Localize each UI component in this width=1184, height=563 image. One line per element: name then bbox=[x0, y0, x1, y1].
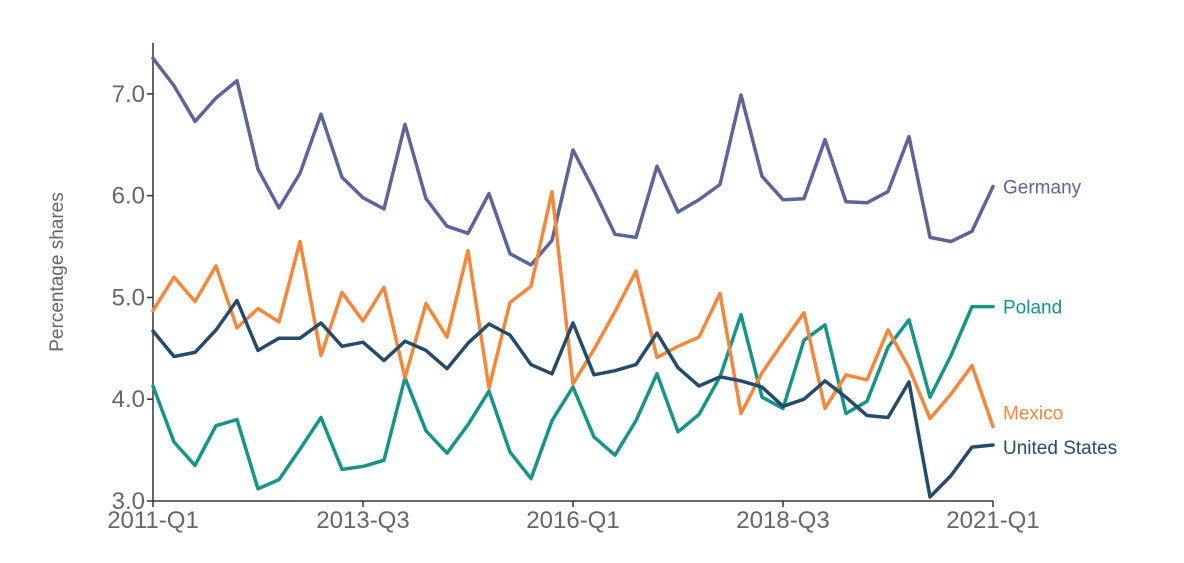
series-line-mexico bbox=[151, 189, 995, 429]
series-line-poland bbox=[151, 304, 995, 491]
y-tick-label: 3.0 bbox=[112, 488, 145, 515]
series-label-germany: Germany bbox=[1003, 178, 1082, 199]
y-tick-label: 5.0 bbox=[112, 284, 145, 311]
x-tick-label: 2016-Q1 bbox=[526, 507, 619, 534]
x-ticks: 2011-Q1 2013-Q3 2016-Q1 2018-Q3 2021-Q1 bbox=[107, 501, 1040, 534]
y-axis-title: Percentage shares bbox=[47, 192, 68, 352]
series-label-poland: Poland bbox=[1003, 298, 1062, 319]
y-ticks: 3.0 4.0 5.0 6.0 7.0 bbox=[112, 81, 153, 515]
series-label-mexico: Mexico bbox=[1003, 404, 1063, 425]
x-tick-label: 2021-Q1 bbox=[946, 507, 1039, 534]
y-tick-label: 6.0 bbox=[112, 183, 145, 210]
series-lines bbox=[151, 56, 995, 499]
y-axis: 3.0 4.0 5.0 6.0 7.0 bbox=[112, 43, 154, 515]
series-labels: Germany Poland Mexico United States bbox=[1003, 178, 1117, 460]
y-tick-label: 4.0 bbox=[112, 386, 145, 413]
x-tick-label: 2018-Q3 bbox=[736, 507, 829, 534]
x-tick-label: 2011-Q1 bbox=[107, 507, 199, 534]
y-tick-label: 7.0 bbox=[112, 81, 145, 108]
series-line-germany bbox=[151, 56, 995, 267]
x-tick-label: 2013-Q3 bbox=[316, 507, 409, 534]
series-line-united-states bbox=[151, 298, 995, 499]
x-axis: 2011-Q1 2013-Q3 2016-Q1 2018-Q3 2021-Q1 bbox=[107, 500, 1040, 534]
series-label-united-states: United States bbox=[1003, 438, 1117, 459]
